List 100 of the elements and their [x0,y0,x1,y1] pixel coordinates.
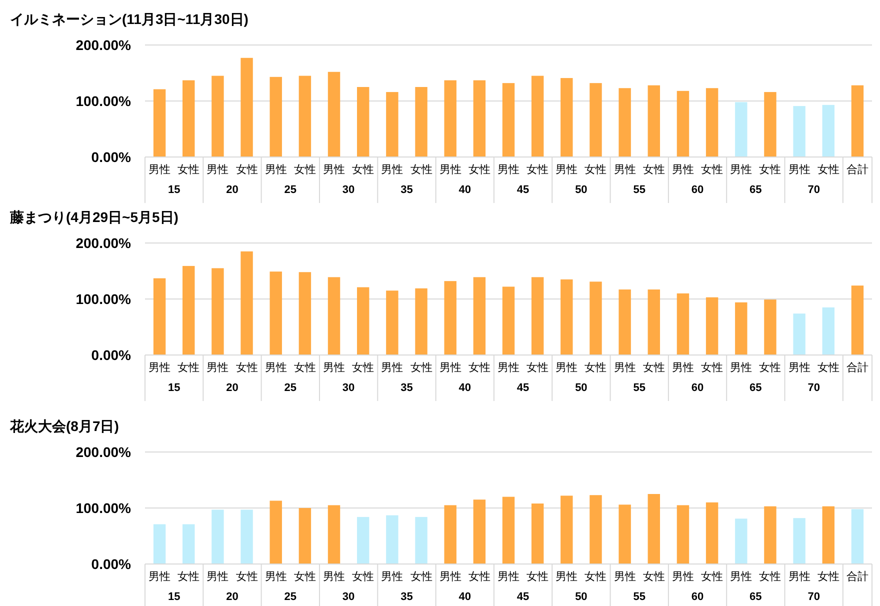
x-tick-label: 女性 [468,571,490,583]
y-tick-label: 200.00% [76,444,132,460]
x-tick-label: 女性 [178,362,200,374]
bar [328,72,340,157]
x-tick-label: 女性 [410,164,432,176]
text: 45 [516,382,530,394]
bar [212,510,224,564]
x-tick-label: 女性 [701,164,724,176]
bar [270,76,282,157]
x-tick-label: 女性 [178,164,200,176]
bar [153,89,166,157]
bar [444,281,456,355]
bar [270,500,282,564]
bar [590,83,602,157]
x-tick-label: 男性 [672,164,694,176]
x-tick-label: 男性 [323,164,346,176]
x-tick-label: 女性 [294,164,316,176]
x-tick-label: 女性 [759,571,782,583]
bar [590,282,602,355]
bar [153,278,166,355]
bar [444,80,456,157]
text: 60 [691,382,704,394]
x-tick-label: 女性 [701,571,724,583]
text: 70 [808,184,820,196]
text: 60 [691,591,704,603]
bar [706,297,718,355]
bar [676,293,690,355]
x-tick-label: 男性 [323,362,346,374]
x-tick-label: 女性 [236,362,258,374]
x-tick-label: 女性 [642,164,665,176]
text: 15 [168,184,180,196]
bar [560,496,573,564]
text: 20 [226,184,238,196]
x-tick-label: 男性 [614,571,636,583]
x-tick-label: 女性 [759,164,782,176]
text: 60 [691,184,704,196]
x-tick-label: 女性 [526,571,549,583]
bar [676,505,690,564]
x-tick-label: 女性 [178,571,200,583]
bar [212,268,224,355]
text: 65 [750,382,762,394]
chart-title: 藤まつり(4月29日~5月5日) [9,209,178,225]
bar [240,58,253,157]
text: 45 [516,184,530,196]
bar [648,289,660,355]
y-tick-label: 100.00% [76,500,132,516]
x-tick-label: 女性 [352,571,374,583]
text: 55 [633,184,646,196]
y-tick-label: 200.00% [76,234,132,251]
bar [735,302,748,355]
x-tick-label: 男性 [206,571,229,583]
x-tick-label: 女性 [352,164,374,176]
x-tick-label: 男性 [206,164,229,176]
bar [473,277,486,355]
y-tick-label: 0.00% [91,346,132,363]
bar [531,504,544,564]
bar [793,106,806,157]
text: 20 [226,591,238,603]
text: 25 [284,184,297,196]
bar [793,518,806,564]
bar [444,505,456,564]
bar [735,102,748,157]
bar [618,504,631,564]
bar [328,277,340,355]
text: 25 [284,382,297,394]
text: 50 [575,591,588,603]
x-tick-label: 男性 [730,164,752,176]
text: 20 [226,382,238,394]
x-tick-label: 女性 [526,362,549,374]
bar [648,494,660,564]
bar [531,277,544,355]
x-tick-label: 男性 [323,571,346,583]
x-tick-label: 男性 [381,164,404,176]
x-tick-label: 男性 [498,164,520,176]
text: 45 [516,591,530,603]
bar [298,508,312,564]
text: 70 [808,591,820,603]
x-tick-label: 女性 [584,571,607,583]
bar [386,515,398,564]
x-tick-label: 男性 [730,571,752,583]
text: 30 [342,184,355,196]
x-tick-label: 合計 [846,163,868,176]
bar [298,272,312,355]
bar [531,76,544,157]
bar [706,88,718,157]
x-tick-label: 男性 [439,571,462,583]
bar [822,506,834,564]
x-tick-label: 男性 [556,164,578,176]
bar [822,104,834,157]
bar [618,88,631,157]
x-tick-label: 女性 [468,164,490,176]
bar [735,518,748,564]
y-tick-label: 100.00% [76,92,132,109]
text: 40 [458,591,472,603]
x-tick-label: 女性 [410,362,432,374]
x-tick-label: 合計 [846,361,868,374]
x-tick-label: 男性 [439,164,462,176]
x-tick-label: 男性 [556,571,578,583]
y-tick-label: 0.00% [91,556,132,572]
x-tick-label: 男性 [264,362,287,374]
